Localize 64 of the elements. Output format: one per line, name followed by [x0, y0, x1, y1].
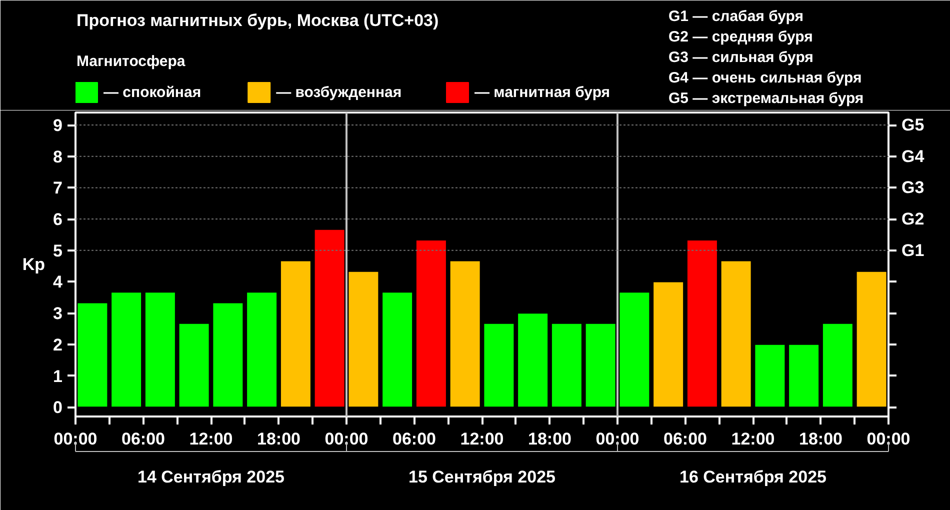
bar [110, 292, 142, 408]
text: G4 — очень сильная буря [668, 70, 862, 86]
bar [483, 322, 515, 408]
bar [314, 228, 346, 408]
x-tick-label: 06:00 [664, 430, 707, 448]
ref-line-label: G2 [902, 210, 924, 229]
x-tick-label: 18:00 [799, 430, 842, 448]
chart-title: Прогноз магнитных бурь, Москва (UTC+03) [76, 11, 439, 30]
x-tick-label: 06:00 [122, 430, 165, 448]
x-tick-label: 00:00 [866, 430, 910, 448]
y-tick-label: 8 [53, 147, 63, 166]
y-tick-label: 1 [53, 366, 63, 386]
y-tick-label: 5 [53, 241, 63, 260]
bar [517, 312, 549, 408]
text: G3 — сильная буря [668, 49, 814, 66]
y-tick-label: 4 [53, 272, 64, 292]
bar [144, 292, 176, 408]
x-tick-label: 00:00 [596, 430, 640, 448]
x-tick-label: 12:00 [731, 430, 775, 448]
bar [382, 292, 414, 408]
legend-title: Магнитосфера [76, 53, 186, 70]
ref-line-label: G5 [902, 116, 924, 135]
legend-label: — спокойная [104, 84, 202, 101]
text: G1 — слабая буря [668, 8, 804, 25]
ref-line-label: G4 [902, 146, 925, 166]
bar [178, 322, 210, 408]
x-tick-label: 00:00 [324, 430, 368, 448]
bar [550, 322, 582, 408]
y-tick-label: 6 [53, 210, 63, 230]
bar [618, 292, 650, 408]
text: 15 Сентября 2025 [408, 468, 556, 486]
y-tick-label: 0 [53, 398, 63, 418]
x-tick-label: 18:00 [257, 430, 300, 448]
bar [822, 322, 854, 408]
text: G2 — средняя буря [668, 28, 813, 46]
y-tick-label: 3 [53, 304, 63, 324]
x-tick-label: 12:00 [460, 430, 504, 448]
x-tick-label: 12:00 [189, 430, 233, 448]
bar [449, 260, 481, 408]
bar [415, 240, 447, 408]
ref-line-label: G3 [902, 178, 924, 198]
y-tick-label: 2 [53, 335, 63, 354]
text: G5 — экстремальная буря [668, 90, 864, 107]
bar [686, 240, 718, 408]
x-tick-label: 18:00 [528, 430, 572, 448]
bar [652, 281, 684, 408]
bar [246, 292, 278, 408]
y-tick-label: 7 [53, 178, 63, 198]
text: 14 Сентября 2025 [138, 468, 284, 486]
text: 16 Сентября 2025 [680, 468, 826, 486]
bar [584, 322, 616, 408]
bar [720, 260, 752, 408]
ref-line-label: G1 [902, 240, 924, 260]
y-axis-title: Kp [22, 255, 46, 274]
legend-label: — магнитная буря [474, 84, 610, 101]
x-tick-label: 06:00 [392, 430, 436, 448]
bar [754, 344, 786, 408]
bar [212, 302, 244, 408]
legend-label: — возбужденная [276, 84, 402, 101]
bar [788, 344, 820, 408]
y-tick-label: 9 [53, 116, 63, 136]
x-tick-label: 00:00 [54, 430, 98, 448]
bar [348, 270, 380, 408]
bar [280, 260, 312, 408]
